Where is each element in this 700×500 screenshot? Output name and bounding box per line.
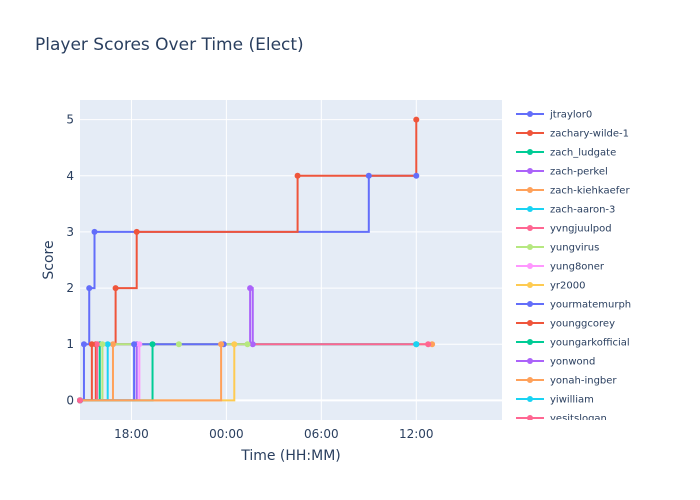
legend-marker: [527, 149, 533, 155]
y-axis-ticks: 0 1 2 3 4 5: [66, 113, 74, 408]
data-point: [294, 172, 301, 179]
legend-item[interactable]: yiwilliam: [516, 395, 594, 406]
data-point: [77, 397, 83, 404]
y-tick-label: 1: [66, 337, 74, 351]
y-tick-label: 2: [66, 281, 74, 295]
data-point: [365, 172, 372, 179]
legend-marker: [527, 282, 533, 288]
data-point: [218, 341, 225, 348]
legend-label: zachary-wilde-1: [550, 129, 629, 140]
legend-marker: [527, 320, 533, 326]
series-line: [80, 344, 223, 402]
legend-marker: [527, 339, 533, 345]
data-point: [131, 341, 138, 348]
y-tick-label: 4: [66, 169, 74, 183]
x-tick-label: 00:00: [209, 427, 244, 441]
legend-marker: [527, 415, 533, 420]
legend-label: jtraylor0: [549, 110, 592, 121]
legend-item[interactable]: yr2000: [516, 281, 585, 292]
data-point: [413, 172, 420, 179]
data-point: [112, 285, 119, 292]
data-point: [91, 228, 98, 235]
legend-item[interactable]: yvngjuulpod: [516, 224, 612, 235]
data-point: [249, 341, 256, 348]
y-tick-label: 3: [66, 225, 74, 239]
data-point: [86, 285, 93, 292]
legend-item[interactable]: yungvirus: [516, 243, 599, 254]
x-axis-ticks: 18:00 00:00 06:00 12:00: [114, 427, 433, 441]
legend-label: yungvirus: [550, 243, 599, 254]
chart-title: Player Scores Over Time (Elect): [35, 35, 304, 55]
legend-item[interactable]: zach-kiehkaefer: [516, 186, 630, 197]
series-line: [80, 119, 418, 402]
legend-marker: [527, 301, 533, 307]
legend-marker: [527, 206, 533, 212]
legend-item[interactable]: yesitslogan: [516, 414, 607, 425]
legend-item[interactable]: younggcorey: [516, 319, 615, 330]
legend-item[interactable]: zach_ludgate: [516, 148, 616, 159]
legend-label: yonah-ingber: [550, 376, 617, 387]
legend-marker: [527, 263, 533, 269]
data-point: [88, 341, 95, 348]
legend-label: yiwilliam: [550, 395, 594, 406]
legend-label: youngarkofficial: [550, 338, 630, 349]
legend-label: zach-kiehkaefer: [550, 186, 630, 197]
data-point: [425, 341, 432, 348]
legend-label: yonwond: [550, 357, 595, 368]
plot-area: [80, 100, 502, 420]
data-point: [413, 116, 420, 123]
y-axis-title: Score: [41, 240, 57, 279]
legend-label: yourmatemurph: [550, 300, 631, 311]
legend-label: yesitslogan: [550, 414, 607, 425]
legend-item[interactable]: zach-perkel: [516, 167, 608, 178]
data-point: [413, 341, 420, 348]
data-point: [231, 341, 238, 348]
legend-marker: [527, 187, 533, 193]
x-tick-label: 12:00: [399, 427, 434, 441]
legend-label: zach-perkel: [550, 167, 608, 178]
legend-label: yung8oner: [550, 262, 605, 273]
legend-marker: [527, 168, 533, 174]
legend-item[interactable]: yung8oner: [516, 262, 605, 273]
legend-item[interactable]: yonwond: [516, 357, 595, 368]
legend-item[interactable]: zach-aaron-3: [516, 205, 615, 216]
legend-marker: [527, 244, 533, 250]
series-markers: [77, 116, 436, 404]
data-point: [99, 341, 106, 348]
data-point: [104, 341, 111, 348]
legend-label: younggcorey: [550, 319, 615, 330]
legend-marker: [527, 225, 533, 231]
legend-items[interactable]: jtraylor0 zachary-wilde-1 zach_ludgatezach…: [516, 110, 631, 425]
y-tick-label: 5: [66, 113, 74, 127]
data-point: [133, 228, 140, 235]
legend-item[interactable]: yourmatemurph: [516, 300, 631, 311]
data-point: [247, 285, 254, 292]
data-point: [149, 341, 156, 348]
legend-marker: [527, 130, 533, 136]
data-point: [136, 341, 143, 348]
legend-item[interactable]: jtraylor0: [516, 110, 592, 121]
x-tick-label: 06:00: [304, 427, 339, 441]
data-point: [80, 341, 87, 348]
data-point: [109, 341, 116, 348]
legend-item[interactable]: yonah-ingber: [516, 376, 617, 387]
legend-marker: [527, 396, 533, 402]
legend[interactable]: jtraylor0 zachary-wilde-1 zach_ludgatezach…: [516, 110, 631, 425]
legend-label: yvngjuulpod: [550, 224, 612, 235]
data-point: [175, 341, 182, 348]
legend-marker: [527, 111, 533, 117]
legend-label: yr2000: [550, 281, 585, 292]
legend-item[interactable]: zachary-wilde-1: [516, 129, 629, 140]
x-tick-label: 18:00: [114, 427, 149, 441]
y-tick-label: 0: [66, 393, 74, 407]
legend-marker: [527, 358, 533, 364]
legend-label: zach_ludgate: [550, 148, 616, 159]
data-point: [94, 341, 101, 348]
legend-marker: [527, 377, 533, 383]
x-axis-title: Time (HH:MM): [240, 448, 341, 464]
legend-item[interactable]: youngarkofficial: [516, 338, 630, 349]
legend-label: zach-aaron-3: [550, 205, 615, 216]
data-point: [244, 341, 251, 348]
